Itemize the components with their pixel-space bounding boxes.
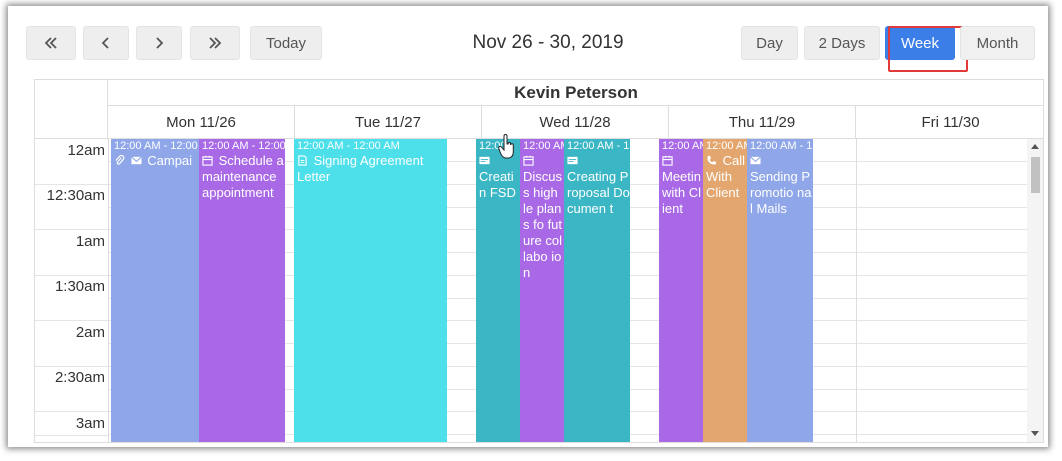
event-time: 12:00 AM - 12:00: [114, 140, 198, 152]
time-label: 12am: [67, 142, 105, 159]
gutter-line: [35, 275, 108, 276]
next-next-button[interactable]: [190, 26, 240, 60]
event-creating-fsd[interactable]: 12:00 Creatin FSD: [476, 139, 520, 442]
time-label: 1am: [75, 233, 105, 250]
next-button[interactable]: [136, 26, 182, 60]
event-discuss-plans[interactable]: 12:00 AM Discuss high le plans fo future…: [520, 139, 564, 442]
time-label: 2:30am: [54, 369, 105, 386]
gutter-line: [35, 366, 108, 367]
scroll-thumb[interactable]: [1031, 157, 1040, 193]
event-title: Discuss high le plans fo future collabo …: [523, 169, 563, 280]
gutter-line: [35, 229, 108, 230]
hand-cursor-icon: [498, 134, 514, 159]
day-header-tue[interactable]: Tue 11/27: [295, 106, 482, 139]
event-title: Meetin with Client: [662, 169, 702, 216]
event-time: 12:00 AM - 12:00: [202, 140, 285, 152]
envelope-icon: [750, 156, 761, 165]
resource-header: Kevin Peterson: [108, 80, 1043, 106]
scroll-down-icon[interactable]: [1031, 431, 1039, 436]
calendar-icon: [202, 155, 213, 166]
day-header-fri[interactable]: Fri 11/30: [921, 114, 980, 131]
calendar-window: Today Nov 26 - 30, 2019 Day 2 Days Week …: [8, 6, 1048, 447]
day-header-mon[interactable]: Mon 11/26: [108, 106, 295, 139]
prev-prev-button[interactable]: [26, 26, 76, 60]
event-meeting-client[interactable]: 12:00 AM Meetin with Client: [659, 139, 703, 442]
today-button[interactable]: Today: [250, 26, 322, 60]
date-range-title: Nov 26 - 30, 2019: [472, 32, 624, 53]
event-time: 12:00 AM: [706, 140, 747, 152]
double-chevron-right-icon: [209, 37, 222, 49]
event-title: Signing Agreement Letter: [297, 153, 424, 184]
event-time: 12:00 AM - 1: [567, 140, 630, 152]
card-icon: [479, 156, 490, 165]
event-title: Campai: [147, 153, 193, 168]
event-time: 12:00 AM - 12:00 AM: [297, 140, 400, 152]
column-divider: [856, 139, 857, 442]
column-divider: [108, 139, 109, 442]
event-time: 12:00 AM: [662, 140, 703, 152]
double-chevron-left-icon: [44, 37, 57, 49]
grid-corner: [35, 80, 108, 139]
event-creating-proposal[interactable]: 12:00 AM - 1 Creating Proposal Documen t: [564, 139, 630, 442]
week-highlight-box: [888, 26, 968, 72]
time-label: 3am: [75, 415, 105, 432]
calendar-icon: [662, 155, 673, 166]
event-call-client[interactable]: 12:00 AM Call With Client: [703, 139, 747, 442]
time-label: 1:30am: [54, 278, 105, 295]
time-label: 2am: [75, 324, 105, 341]
gutter-line: [35, 435, 108, 436]
scroll-up-icon[interactable]: [1031, 144, 1039, 149]
header-divider: [35, 138, 1043, 139]
gutter-line: [35, 184, 108, 185]
event-signing-agreement[interactable]: 12:00 AM - 12:00 AM Signing Agreement Le…: [294, 139, 447, 442]
gutter-line: [35, 411, 108, 412]
event-title: Call With Client: [706, 153, 746, 200]
event-time: 12:00 AM - 1: [750, 140, 813, 152]
vertical-scrollbar[interactable]: [1027, 139, 1043, 442]
event-campaign[interactable]: 12:00 AM - 12:00 Campai: [111, 139, 199, 442]
gutter-line: [35, 320, 108, 321]
time-label: 12:30am: [46, 187, 105, 204]
document-icon: [298, 155, 307, 166]
day-header-wed[interactable]: Wed 11/28: [482, 106, 669, 139]
event-promotional-mails[interactable]: 12:00 AM - 1 Sending Promotio nal Mails: [747, 139, 813, 442]
phone-icon: [707, 155, 717, 165]
prev-button[interactable]: [83, 26, 129, 60]
chevron-left-icon: [101, 37, 109, 49]
event-title: Schedule a maintenance appointment: [202, 153, 284, 200]
week-grid: Kevin Peterson Mon 11/26 Tue 11/27 Wed 1…: [34, 79, 1044, 443]
event-title: Creating Proposal Documen t: [567, 169, 630, 216]
calendar-icon: [523, 155, 534, 166]
event-title: Creatin FSD: [479, 169, 516, 200]
event-schedule-maintenance[interactable]: 12:00 AM - 12:00 Schedule a maintenance …: [199, 139, 285, 442]
week-view-button[interactable]: Week: [885, 26, 955, 60]
card-icon: [567, 156, 578, 165]
day-view-button[interactable]: Day: [741, 26, 798, 60]
month-view-button[interactable]: Month: [960, 26, 1035, 60]
envelope-icon: [130, 156, 142, 165]
event-time: 12:00 AM: [523, 140, 564, 152]
event-title: Sending Promotio nal Mails: [750, 169, 812, 216]
chevron-right-icon: [156, 37, 164, 49]
day-header-thu[interactable]: Thu 11/29: [669, 106, 856, 139]
two-days-view-button[interactable]: 2 Days: [804, 26, 880, 60]
paperclip-icon: [115, 155, 125, 165]
